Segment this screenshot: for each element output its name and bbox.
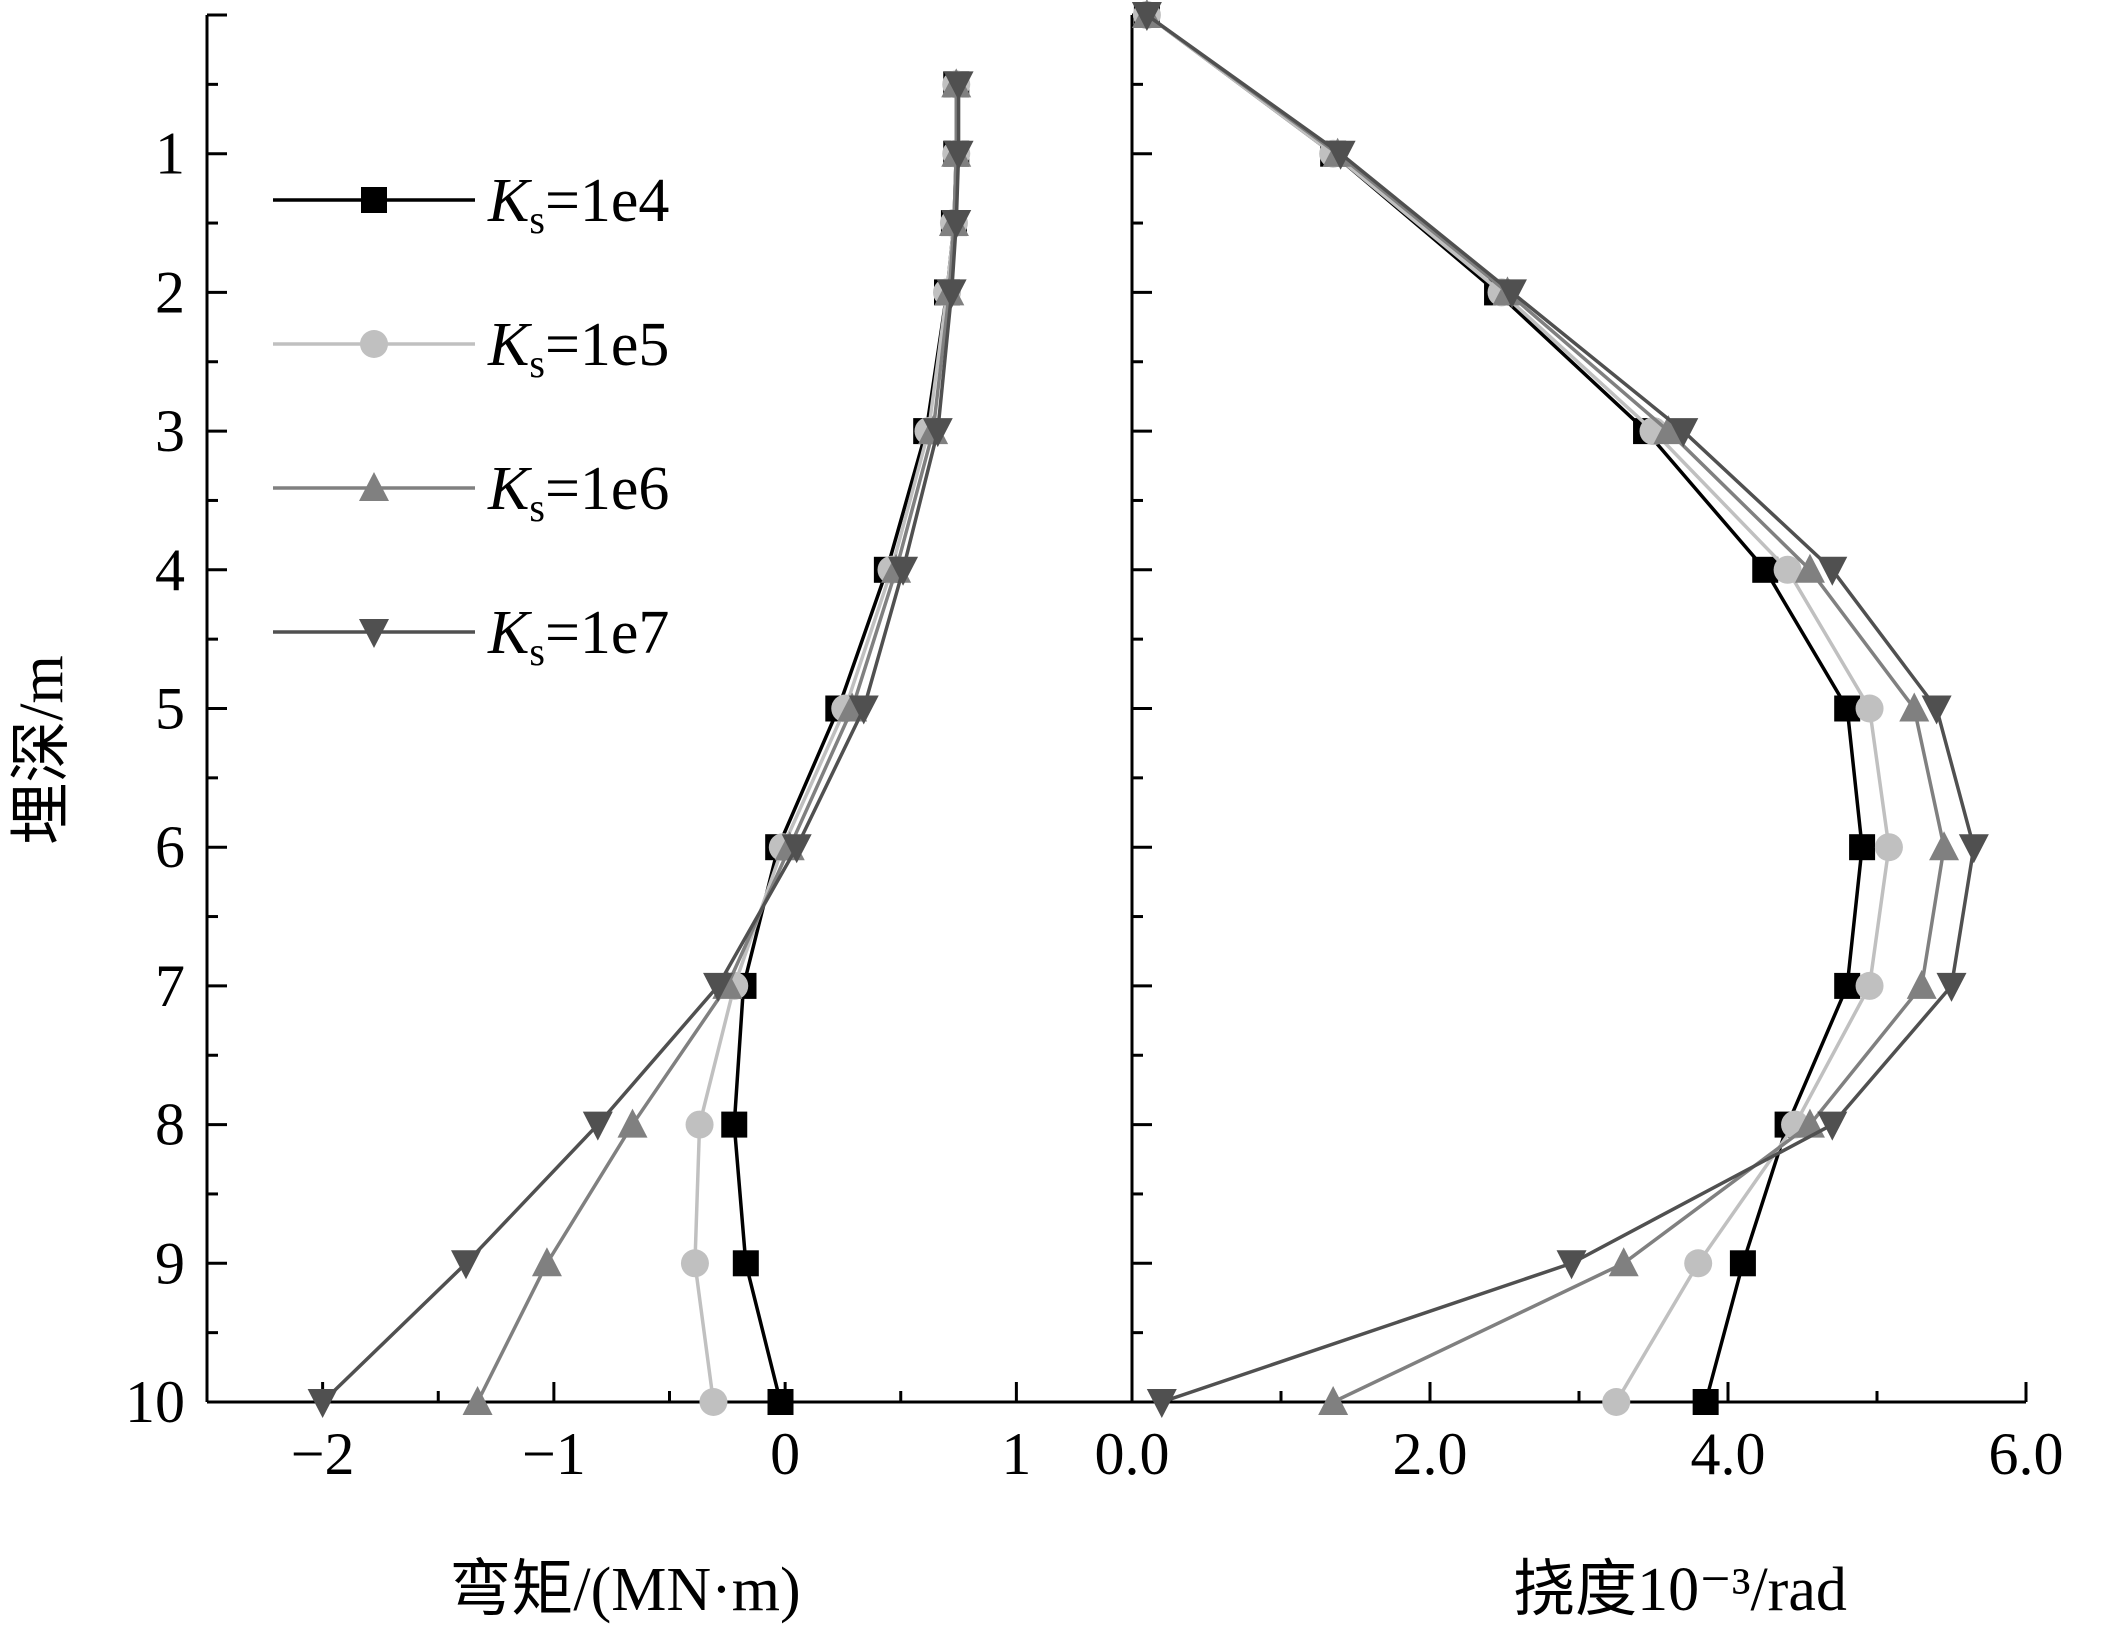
data-point [451,1250,481,1280]
left-x-axis-title: 弯矩/(MN·m) [449,1556,800,1624]
data-point [1496,279,1527,309]
legend-entry: Ks=1e7 [273,599,669,674]
data-point [1131,2,1162,31]
data-point [1729,1250,1756,1277]
data-point [1608,1247,1639,1277]
data-point [848,695,879,725]
data-point [1668,418,1699,448]
x-tick-label: 6.0 [1989,1421,2064,1487]
data-point [1556,1250,1587,1280]
y-tick-label: 10 [125,1369,185,1435]
series-line [693,84,958,1403]
y-tick-label: 6 [155,814,185,880]
data-point [1318,1386,1349,1415]
legend-marker [361,187,387,213]
left-panel-bending-moment: −2 −1 0 1 1 2 3 4 5 6 7 8 9 10 [125,13,1134,1487]
series-line [1145,13,1946,1404]
x-tick-label: 0.0 [1095,1421,1170,1487]
y-tick-label: 2 [155,259,185,325]
data-point [941,210,972,240]
data-point [1817,556,1848,586]
data-point [1817,1111,1848,1141]
data-point [1794,1108,1825,1138]
series-ks-1e4 [1133,2,1876,1415]
legend-label: Ks=1e7 [487,599,669,674]
data-point [1899,692,1930,722]
series-line [321,84,961,1404]
right-x-axis-title: 挠度10⁻³/rad [1513,1556,1847,1624]
data-point [781,834,812,864]
x-tick-label: 4.0 [1691,1421,1766,1487]
legend-marker [360,330,388,358]
data-point [943,71,974,101]
legend-label: Ks=1e6 [487,455,669,530]
series-line [475,84,958,1403]
data-point [1929,831,1960,861]
x-tick-label: −1 [522,1421,586,1487]
data-point [1855,971,1884,1000]
x-tick-label: 1 [1001,1421,1031,1487]
data-point [462,1386,493,1415]
data-point [1794,553,1825,583]
y-tick-label: 7 [155,953,185,1019]
legend: Ks=1e4 Ks=1e5 Ks=1e6 Ks=1e7 [273,167,669,674]
x-tick-label: 2.0 [1393,1421,1468,1487]
data-point [888,556,919,586]
data-point [767,1389,794,1415]
right-panel-deflection: 0.0 2.0 4.0 6.0 [1095,0,2064,1487]
data-point [699,1388,728,1416]
y-tick-label: 9 [155,1230,185,1296]
legend-marker [359,619,389,648]
data-point [703,972,734,1002]
y-tick-label: 8 [155,1092,185,1158]
legend-entry: Ks=1e4 [273,167,669,242]
y-tick-label: 1 [155,121,185,187]
series-ks-1e6 [462,68,972,1415]
data-point [307,1389,338,1418]
data-point [1325,140,1356,170]
data-point [936,279,967,309]
data-point [1958,834,1989,864]
series-line [1145,13,1891,1403]
data-point [732,1250,759,1277]
legend-entry: Ks=1e6 [273,455,669,530]
data-point [1874,833,1903,862]
data-point [1692,1389,1719,1415]
left-y-axis-title: 埋深/m [8,655,76,844]
data-point [617,1108,648,1138]
data-point [943,140,974,170]
series-line [1145,13,1864,1403]
data-point [680,1249,709,1278]
y-tick-label: 3 [155,398,185,464]
data-point [1849,834,1876,861]
data-point [922,418,953,448]
data-point [531,1247,562,1277]
data-point [1906,969,1937,999]
data-point [1146,1389,1177,1418]
data-point [721,1111,748,1138]
x-tick-label: −2 [291,1421,355,1487]
data-point [1773,555,1802,584]
y-tick-label: 4 [155,537,185,603]
legend-entry: Ks=1e5 [273,311,669,386]
data-point [1936,972,1967,1002]
data-point [1855,694,1884,723]
series-ks-1e7 [307,71,974,1418]
data-point [1653,415,1684,445]
data-point [582,1111,613,1141]
y-tick-label: 5 [155,676,185,742]
data-point [1921,695,1952,725]
series-ks-1e5 [680,70,971,1416]
legend-marker [359,472,389,501]
data-point [685,1110,714,1139]
x-tick-label: 0 [770,1421,800,1487]
legend-label: Ks=1e5 [487,311,669,386]
data-point [1684,1249,1713,1278]
data-point [1602,1388,1631,1416]
legend-label: Ks=1e4 [487,167,669,242]
series-ks-1e5 [1132,1,1903,1416]
series-ks-1e7 [1131,2,1989,1418]
